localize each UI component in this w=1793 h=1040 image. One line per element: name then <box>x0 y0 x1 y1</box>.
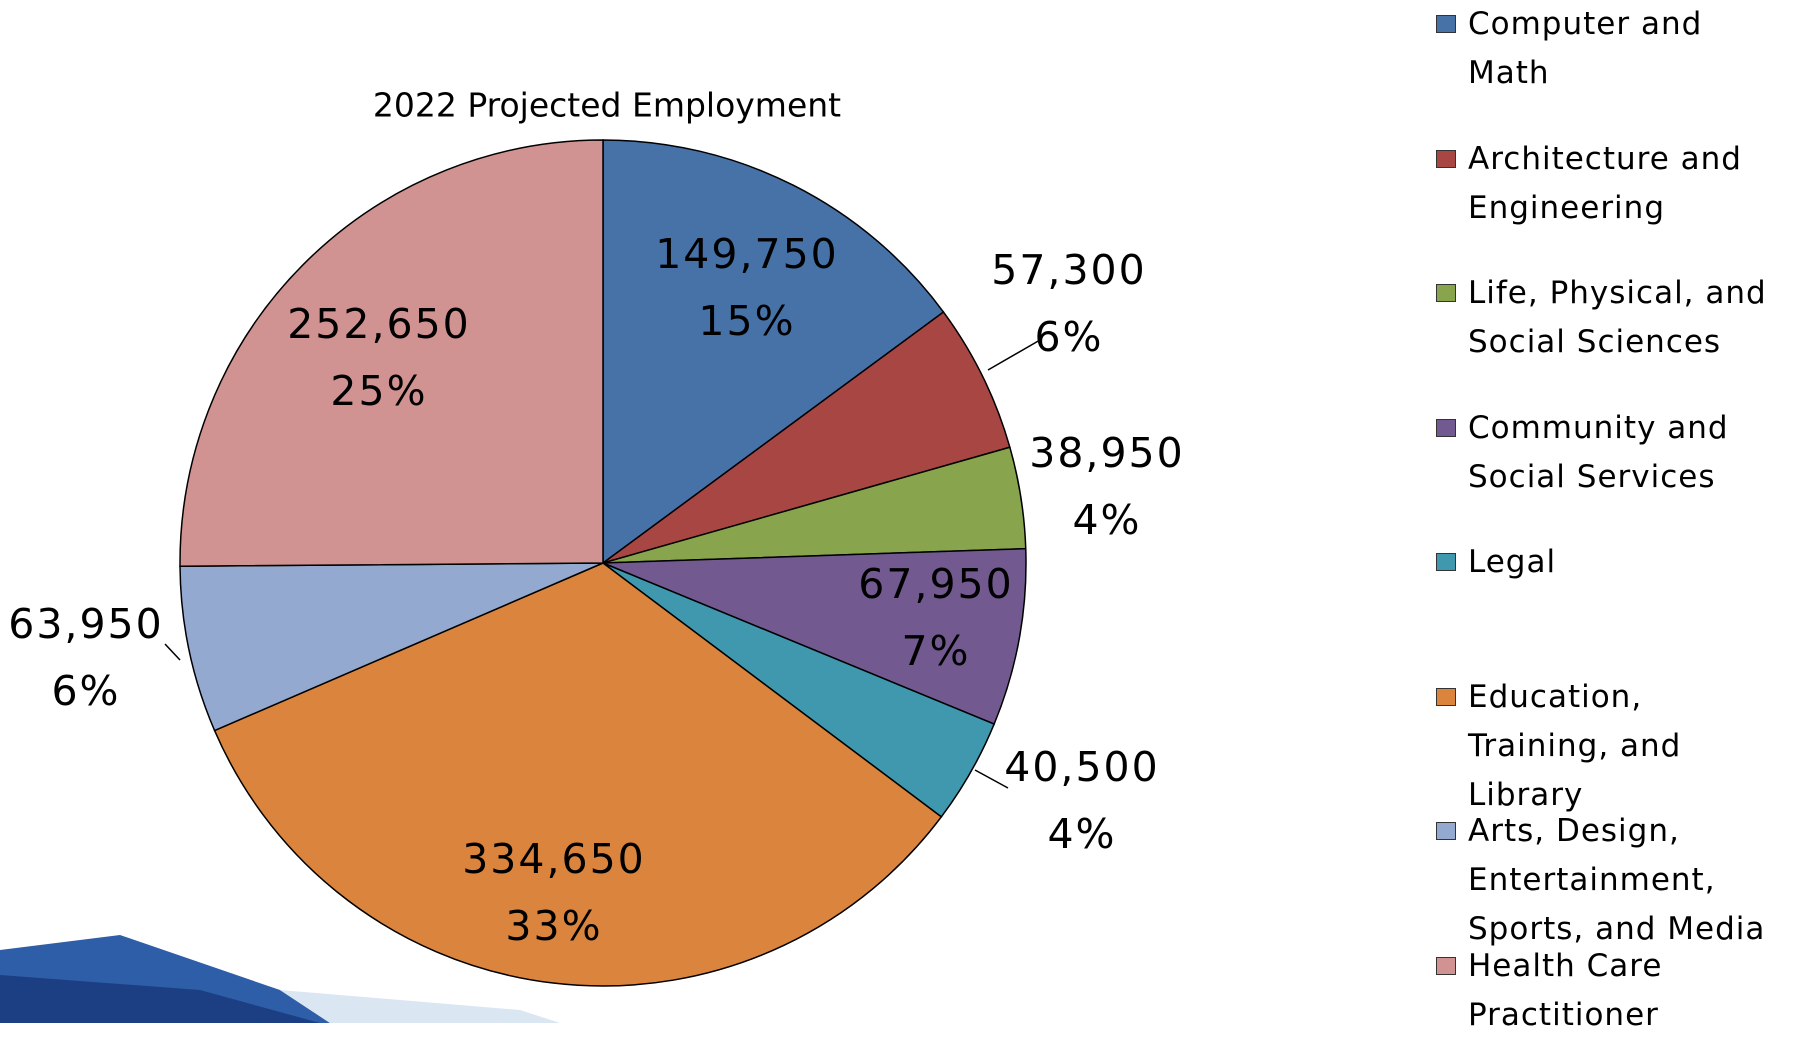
pie-slice <box>602 139 945 565</box>
legend: Computer and Math Architecture and Engine… <box>1436 0 1793 1033</box>
legend-label: Education, Training, and Library <box>1468 678 1682 813</box>
decoration <box>0 975 320 1023</box>
percent-label: 6% <box>51 667 120 715</box>
legend-item: Life, Physical, and Social Sciences <box>1436 269 1791 367</box>
data-label: 67,950 <box>858 560 1013 608</box>
legend-item: Computer and Math <box>1436 0 1791 98</box>
percent-label: 25% <box>330 367 427 415</box>
percent-label: 33% <box>505 902 602 950</box>
legend-item: Health Care Practitioner <box>1436 942 1791 1040</box>
decoration <box>280 990 560 1023</box>
legend-swatch <box>1436 956 1456 975</box>
data-label: 334,650 <box>462 835 646 883</box>
legend-swatch <box>1436 418 1456 437</box>
percent-label: 15% <box>698 297 795 345</box>
data-label: 63,950 <box>8 600 163 648</box>
legend-label: Community and Social Services <box>1468 409 1729 495</box>
pie-slice <box>602 547 1027 726</box>
leader-line <box>974 769 1009 789</box>
data-label: 40,500 <box>1004 743 1159 791</box>
legend-label: Computer and Math <box>1468 6 1703 91</box>
legend-item: Community and Social Services <box>1436 404 1791 502</box>
leader-line <box>164 643 181 661</box>
leader-line <box>987 339 1041 371</box>
pie-slice <box>179 562 604 732</box>
legend-item: Arts, Design, Entertainment, Sports, and… <box>1436 807 1791 954</box>
pie <box>179 139 1027 987</box>
percent-label: 6% <box>1034 313 1103 361</box>
legend-swatch <box>1436 149 1456 168</box>
percent-label: 4% <box>1072 496 1141 544</box>
legend-swatch <box>1436 284 1456 302</box>
data-label: 149,750 <box>655 230 839 278</box>
legend-swatch <box>1436 15 1456 33</box>
data-label: 57,300 <box>991 246 1146 294</box>
chart-title: 2022 Projected Employment <box>373 86 841 125</box>
legend-item: Architecture and Engineering <box>1436 135 1791 233</box>
legend-label: Architecture and Engineering <box>1468 140 1742 226</box>
percent-label: 7% <box>901 627 970 675</box>
legend-item: Education, Training, and Library <box>1436 673 1791 820</box>
legend-swatch <box>1436 553 1456 571</box>
legend-swatch <box>1436 822 1456 840</box>
pie-slice <box>213 562 943 987</box>
legend-item: Legal <box>1436 538 1791 587</box>
legend-swatch <box>1436 687 1456 706</box>
legend-label: Arts, Design, Entertainment, Sports, and… <box>1468 813 1766 947</box>
pie-slice <box>179 139 604 567</box>
legend-label: Legal <box>1468 544 1557 580</box>
percent-label: 4% <box>1047 810 1116 858</box>
pie-slice <box>602 310 1011 564</box>
data-label: 252,650 <box>287 300 471 348</box>
data-label: 38,950 <box>1029 429 1184 477</box>
legend-label: Life, Physical, and Social Sciences <box>1468 275 1767 360</box>
legend-label: Health Care Practitioner <box>1468 947 1663 1033</box>
